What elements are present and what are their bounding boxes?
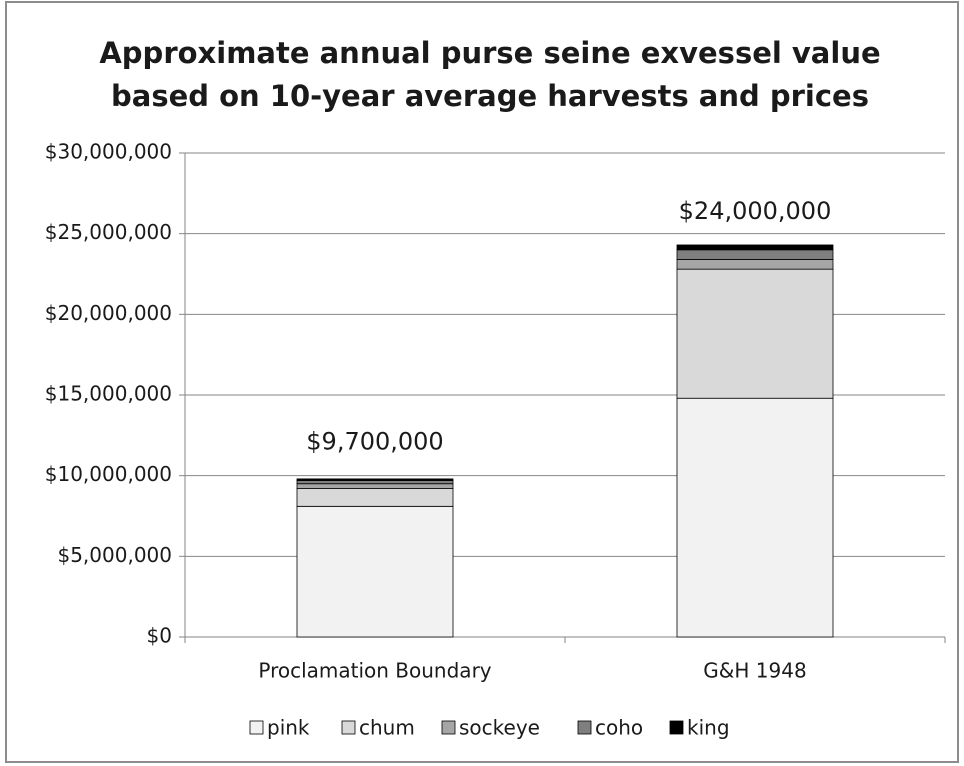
y-tick-label: $25,000,000 [45,220,172,244]
total-label: $24,000,000 [679,197,832,225]
total-label: $9,700,000 [306,428,443,456]
legend-swatch [249,720,264,735]
y-tick-label: $20,000,000 [45,301,172,325]
legend-swatch [577,720,592,735]
bar-segment [676,259,834,270]
y-tick-label: $10,000,000 [45,462,172,486]
x-tick-label: G&H 1948 [703,659,806,683]
legend-label: chum [359,716,415,740]
y-tick-label: $15,000,000 [45,382,172,406]
bar-segment [296,480,454,485]
y-tick-label: $30,000,000 [45,140,172,164]
bar-segment [676,397,834,638]
y-tick-label: $0 [147,624,172,648]
legend-swatch [341,720,356,735]
legend-label: sockeye [459,716,540,740]
x-tick-label: Proclamation Boundary [258,659,491,683]
bar-segment [676,249,834,260]
bar-segment [676,268,834,399]
y-tick-label: $5,000,000 [57,543,172,567]
legend-label: pink [267,716,310,740]
legend-swatch [669,720,684,735]
legend-label: king [687,716,730,740]
chart-title: based on 10-year average harvests and pr… [111,79,869,113]
bar-segment [296,478,454,481]
legend-label: coho [595,716,643,740]
bar-segment [296,505,454,638]
chart-title: Approximate annual purse seine exvessel … [99,36,880,70]
legend-swatch [441,720,456,735]
bar-segment [296,483,454,489]
bar-segment [296,488,454,507]
bar-segment [676,244,834,251]
